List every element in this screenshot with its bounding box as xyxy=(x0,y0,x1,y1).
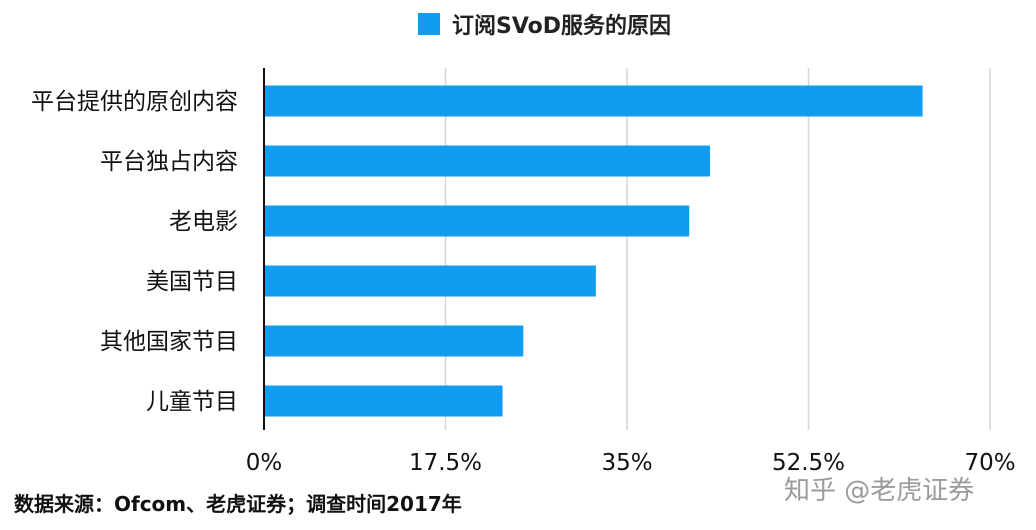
category-label: 其他国家节目 xyxy=(100,329,238,355)
bar xyxy=(264,385,503,417)
legend-swatch xyxy=(418,13,440,35)
bar xyxy=(264,205,690,237)
x-tick-label: 70% xyxy=(964,450,1015,476)
x-tick-label: 52.5% xyxy=(772,450,845,476)
category-label: 老电影 xyxy=(169,209,238,235)
legend-label: 订阅SVoD服务的原因 xyxy=(452,14,672,39)
bar xyxy=(264,265,596,297)
category-label: 儿童节目 xyxy=(146,389,238,415)
x-tick-label: 17.5% xyxy=(409,450,482,476)
bar xyxy=(264,145,710,177)
legend: 订阅SVoD服务的原因 xyxy=(418,8,671,40)
x-tick-label: 0% xyxy=(246,450,283,476)
category-label: 平台提供的原创内容 xyxy=(31,89,238,115)
data-source-note: 数据来源：Ofcom、老虎证券；调查时间2017年 xyxy=(14,492,462,516)
category-label: 平台独占内容 xyxy=(100,149,238,175)
category-label: 美国节目 xyxy=(146,269,238,295)
watermark: 知乎 @老虎证券 xyxy=(784,476,975,506)
x-tick-label: 35% xyxy=(601,450,652,476)
bar xyxy=(264,325,524,357)
bar xyxy=(264,85,923,117)
